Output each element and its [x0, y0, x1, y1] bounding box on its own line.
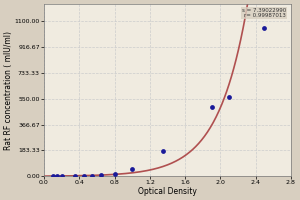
Point	[160, 149, 165, 152]
Point	[55, 175, 60, 178]
Point	[130, 168, 135, 171]
Point	[262, 27, 267, 30]
Point	[72, 175, 77, 178]
Y-axis label: Rat RF concentration ( mIU/ml): Rat RF concentration ( mIU/ml)	[4, 31, 13, 150]
Point	[112, 172, 117, 175]
Point	[99, 174, 104, 177]
Point	[209, 106, 214, 109]
Point	[59, 175, 64, 178]
Point	[50, 175, 55, 178]
X-axis label: Optical Density: Optical Density	[138, 187, 197, 196]
Point	[227, 96, 232, 99]
Point	[90, 174, 95, 177]
Point	[81, 174, 86, 178]
Text: s = 7.39022990
r= 0.99987013: s = 7.39022990 r= 0.99987013	[242, 8, 286, 18]
